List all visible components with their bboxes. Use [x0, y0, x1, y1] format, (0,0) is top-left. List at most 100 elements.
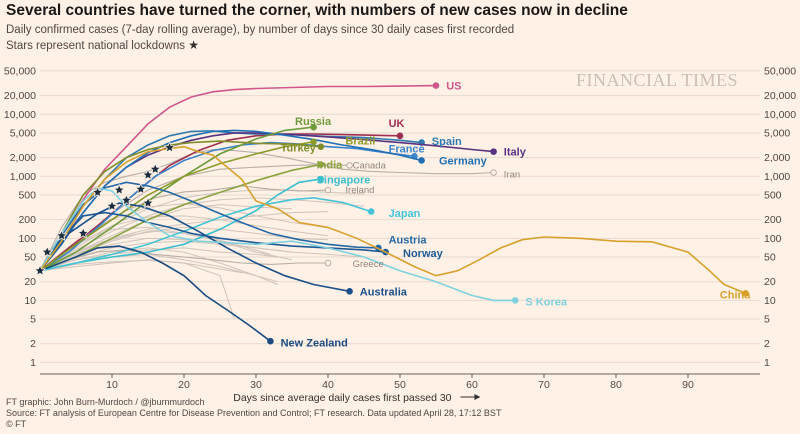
y-tick-label-right: 10 — [764, 295, 776, 307]
y-tick-label-left: 1 — [30, 357, 36, 369]
stars-note: Stars represent national lockdowns ★ — [6, 38, 199, 52]
y-tick-label-right: 100 — [764, 233, 782, 245]
y-tick-label-right: 500 — [764, 189, 782, 201]
lockdown-star-marker — [77, 226, 90, 239]
y-tick-label-right: 5,000 — [764, 127, 790, 139]
series-line-ireland — [39, 185, 329, 272]
series-label: New Zealand — [281, 337, 348, 349]
series-label: US — [446, 81, 461, 93]
y-tick-label-right: 2,000 — [764, 152, 790, 164]
y-tick-label-right: 1 — [764, 357, 770, 369]
series-label: India — [317, 159, 344, 171]
background-country-line — [39, 247, 278, 285]
series-line-iran — [39, 148, 494, 272]
y-tick-label-right: 1,000 — [764, 171, 790, 183]
stars-note-text: Stars represent national lockdowns — [6, 40, 185, 52]
lockdown-star-marker — [91, 185, 104, 198]
series-end-dot — [310, 138, 317, 146]
x-tick-label: 20 — [178, 379, 190, 391]
series-line-new-zealand — [39, 245, 271, 342]
series-label: Ireland — [345, 185, 374, 196]
y-tick-label-left: 10,000 — [4, 109, 36, 121]
series-label: Norway — [403, 248, 444, 260]
series-label: France — [389, 144, 425, 156]
series-label: Brazil — [345, 135, 375, 147]
series-label: Greece — [353, 259, 384, 270]
lockdown-star-marker — [33, 264, 47, 277]
y-tick-label-left: 200 — [18, 214, 36, 226]
series-label: Austria — [389, 235, 428, 247]
series-line-us — [39, 84, 437, 272]
y-tick-label-left: 500 — [18, 189, 36, 201]
x-tick-label: 50 — [394, 379, 406, 391]
series-label: UK — [389, 118, 405, 130]
y-tick-label-left: 2 — [30, 338, 36, 350]
chart-title: Several countries have turned the corner… — [6, 2, 628, 19]
series-end-dot — [418, 157, 425, 164]
y-tick-label-left: 5 — [30, 314, 36, 326]
series-end-dot — [511, 297, 519, 304]
series-end-dot — [490, 148, 497, 155]
series-line-turkey — [39, 140, 321, 272]
series-end-dot — [432, 82, 440, 89]
series-line-france — [39, 141, 415, 272]
series-line-brazil — [39, 141, 314, 272]
series-end-dot — [317, 175, 325, 183]
x-tick-label: 90 — [682, 379, 694, 391]
series-end-dot — [396, 132, 404, 140]
lockdown-star-marker — [141, 168, 155, 181]
series-line-uk — [39, 133, 401, 272]
series-line-india — [39, 163, 321, 272]
series-label: Canada — [353, 160, 387, 171]
series-label: Russia — [295, 116, 332, 128]
y-tick-label-left: 50 — [24, 252, 36, 264]
series-label: S Korea — [525, 297, 567, 309]
lockdown-star-marker — [113, 183, 126, 196]
y-tick-label-left: 50,000 — [4, 65, 36, 77]
y-tick-label-right: 10,000 — [764, 109, 796, 121]
lockdown-star-marker — [105, 199, 119, 212]
series-line-japan — [39, 196, 372, 272]
source-text: Source: FT analysis of European Centre f… — [6, 408, 502, 418]
lockdown-star-marker — [134, 182, 147, 195]
series-end-dot — [346, 162, 353, 169]
lockdown-star-marker — [55, 229, 68, 242]
watermark: FINANCIAL TIMES — [576, 70, 738, 90]
y-tick-label-right: 2 — [764, 338, 770, 350]
series-end-dot — [324, 259, 332, 267]
series-end-dot — [267, 337, 274, 345]
series-label: Japan — [389, 208, 421, 220]
lockdown-star-marker — [149, 162, 162, 175]
y-tick-label-left: 20,000 — [4, 90, 36, 102]
y-tick-label-right: 50 — [764, 252, 776, 264]
star-icon: ★ — [188, 38, 199, 52]
chart-subtitle: Daily confirmed cases (7-day rolling ave… — [6, 24, 515, 36]
background-country-line — [39, 259, 235, 320]
y-tick-label-right: 200 — [764, 214, 782, 226]
series-end-dot — [317, 143, 325, 151]
x-tick-label: 70 — [538, 379, 550, 391]
y-tick-label-left: 20 — [24, 276, 36, 288]
x-tick-label: 40 — [322, 379, 334, 391]
series-end-dot — [742, 289, 749, 297]
x-tick-label: 10 — [106, 379, 118, 391]
series-end-dot — [317, 161, 325, 168]
lockdown-star-marker — [141, 196, 155, 209]
series-line-austria — [39, 181, 379, 272]
series-end-dot — [310, 123, 317, 131]
series-label: Turkey — [281, 143, 317, 155]
lockdown-star-marker — [163, 141, 176, 153]
y-tick-label-right: 20,000 — [764, 90, 796, 102]
x-axis-arrow-head — [474, 394, 481, 400]
credit-text: FT graphic: John Burn-Murdoch / @jburnmu… — [6, 397, 205, 407]
y-tick-label-right: 50,000 — [764, 65, 796, 77]
background-country-line — [39, 247, 278, 272]
background-country-line — [39, 259, 242, 274]
series-end-dot — [367, 208, 375, 215]
x-tick-label: 30 — [250, 379, 262, 391]
series-label: Spain — [432, 136, 462, 148]
series-line-china — [39, 145, 746, 295]
y-tick-label-left: 1,000 — [10, 171, 36, 183]
series-end-dot — [324, 186, 332, 194]
lockdown-star-marker — [120, 193, 133, 206]
